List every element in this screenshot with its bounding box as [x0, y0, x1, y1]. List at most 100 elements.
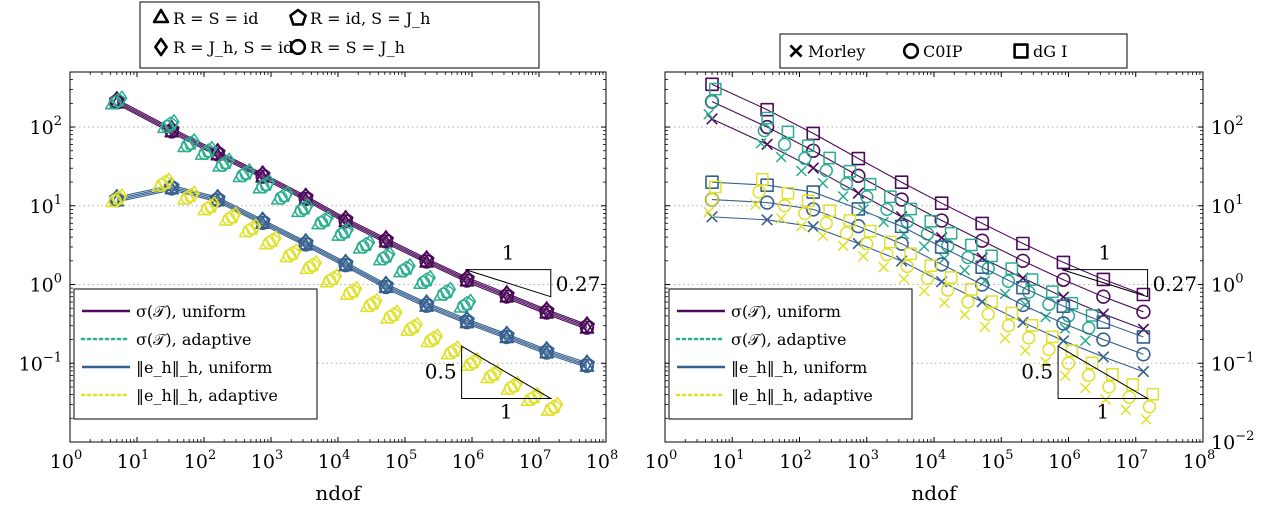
data-point — [878, 261, 890, 273]
data-point — [801, 194, 815, 208]
marker-legend-label: R = S = id — [173, 9, 259, 28]
x-tick-label: 107 — [519, 448, 551, 473]
legend-marker-cross — [789, 44, 803, 58]
data-point — [424, 269, 436, 286]
data-point — [941, 283, 955, 297]
data-point — [1085, 356, 1099, 370]
line-legend-left: σ(𝒯), uniform σ(𝒯), adaptive ‖e_h‖_h, unif… — [73, 288, 318, 420]
data-point — [706, 113, 718, 125]
data-point — [116, 90, 128, 106]
data-point — [884, 235, 897, 249]
data-point — [183, 187, 199, 203]
data-point — [944, 271, 958, 284]
data-point — [366, 295, 381, 310]
data-point — [466, 354, 482, 369]
grid-left — [70, 126, 606, 364]
data-point — [756, 172, 769, 186]
data-point — [243, 163, 256, 179]
data-point — [500, 285, 513, 302]
data-point — [188, 185, 200, 202]
slope-label-bottom: 1 — [500, 400, 513, 424]
data-point — [358, 236, 374, 252]
data-point — [1005, 306, 1019, 320]
data-point — [188, 133, 200, 149]
legend-label: σ(𝒯), adaptive — [136, 330, 251, 349]
data-point — [245, 220, 260, 235]
data-point — [1120, 404, 1132, 416]
data-point — [526, 389, 542, 404]
data-point — [934, 240, 949, 254]
data-point — [506, 378, 522, 393]
data-point — [451, 340, 464, 356]
x-tick-label: 100 — [645, 448, 677, 473]
data-point — [230, 206, 242, 223]
series-line — [711, 198, 1144, 355]
data-point — [759, 195, 775, 210]
data-point — [317, 212, 333, 227]
legend-label: ‖e_h‖_h, adaptive — [136, 386, 278, 405]
data-point — [486, 366, 502, 381]
data-point — [938, 297, 950, 309]
data-point — [426, 330, 442, 345]
y-tick-label: 102 — [30, 114, 62, 139]
slope-label-top: 1 — [502, 241, 515, 265]
legend-marker-triangle — [152, 8, 170, 24]
data-point — [974, 233, 990, 248]
data-point — [924, 259, 938, 273]
x-tick-label: 101 — [712, 448, 744, 473]
data-point — [1025, 318, 1039, 332]
slope-triangles-right: 1 0.27 0.5 1 — [1021, 241, 1197, 424]
data-point — [420, 294, 433, 311]
legend-marker-diamond — [154, 37, 168, 57]
legend-marker-circle — [289, 38, 307, 56]
chart-left: 102 101 100 10−1 100 101 102 103 104 105 106 107 108… — [19, 71, 618, 505]
data-point — [391, 304, 403, 321]
series-3 — [104, 172, 564, 416]
data-point — [439, 284, 455, 299]
data-point — [1146, 387, 1160, 401]
data-point — [1065, 344, 1079, 358]
marker-legend-left: R = S = id R = id, S = J_h R = J_h, S = id… — [139, 1, 540, 69]
data-point — [823, 204, 836, 217]
x-tick-label: 104 — [318, 448, 350, 473]
data-point — [258, 176, 274, 191]
slope-label-bottom: 1 — [1096, 400, 1109, 424]
data-point — [224, 209, 240, 224]
slope-label-side: 0.27 — [556, 272, 601, 296]
data-point — [781, 186, 795, 200]
data-point — [460, 310, 473, 328]
data-point — [345, 283, 361, 298]
data-point — [1019, 345, 1031, 356]
legend-label: σ(𝒯), adaptive — [731, 330, 846, 349]
data-point — [975, 260, 989, 274]
data-point — [540, 301, 553, 318]
data-point — [201, 143, 216, 158]
x-tick-label: 103 — [251, 448, 283, 473]
data-point — [263, 174, 276, 190]
data-point — [959, 309, 971, 321]
data-point — [759, 119, 775, 135]
data-point — [1001, 274, 1016, 288]
y-tick-label: 100 — [30, 272, 62, 297]
x-tick-label: 108 — [1183, 448, 1215, 473]
data-point — [500, 325, 513, 343]
data-point — [404, 258, 416, 274]
y-tick-label: 10−2 — [1211, 429, 1254, 454]
data-point — [775, 212, 787, 224]
data-point — [880, 202, 894, 217]
data-point — [256, 211, 269, 229]
data-point — [705, 175, 719, 190]
data-point — [157, 174, 173, 190]
data-point — [302, 198, 314, 214]
x-tick-label: 102 — [184, 448, 216, 473]
data-point — [1136, 287, 1151, 302]
x-axis-label-left: ndof — [315, 481, 362, 505]
data-point — [1097, 351, 1110, 363]
data-point — [444, 281, 457, 298]
data-point — [775, 151, 787, 163]
data-point — [546, 399, 562, 414]
data-point — [819, 216, 833, 230]
data-point — [1082, 368, 1096, 383]
data-point — [979, 321, 991, 333]
